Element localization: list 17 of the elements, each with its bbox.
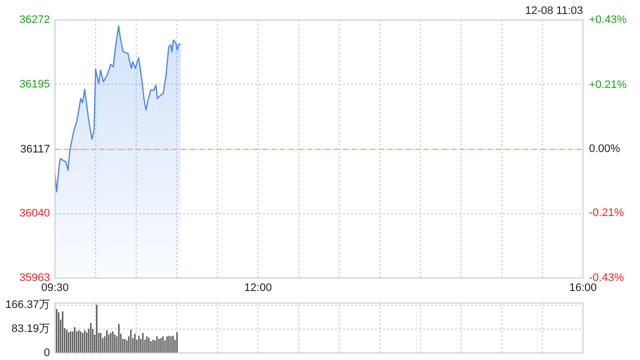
y-tick-label: 36272 <box>19 14 50 26</box>
y-tick-label: 0 <box>44 347 50 359</box>
x-tick-label: 09:30 <box>41 282 69 294</box>
y2-tick-label: -0.43% <box>589 272 624 284</box>
y-tick-label: 35963 <box>19 272 50 284</box>
y2-tick-label: 0.00% <box>589 143 620 155</box>
y-tick-label: 36040 <box>19 208 50 220</box>
y2-tick-label: -0.21% <box>589 206 624 219</box>
y-tick-label: 166.37万 <box>5 299 50 312</box>
y-tick-label: 83.19万 <box>11 323 50 336</box>
x-tick-label: 12:00 <box>244 282 272 294</box>
y2-tick-label: +0.21% <box>589 78 627 91</box>
text: 12-08 11:03 <box>525 5 583 17</box>
x-tick-label: 16:00 <box>569 282 597 294</box>
y-tick-label: 36117 <box>20 143 50 156</box>
y2-tick-label: +0.43% <box>589 14 627 26</box>
y-tick-label: 36195 <box>19 78 50 90</box>
